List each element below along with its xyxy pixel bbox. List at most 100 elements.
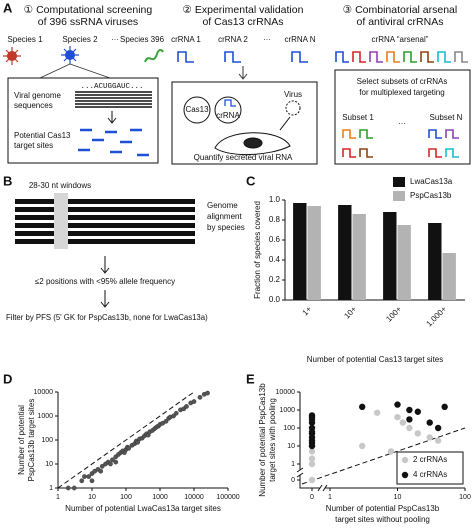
- subset-label: Subset 1: [342, 113, 374, 122]
- point: [414, 408, 422, 415]
- point: [205, 390, 210, 396]
- bar: [293, 203, 307, 300]
- x-axis-label: Number of potential PspCas13b: [326, 504, 440, 513]
- column-title: ① Computational screening: [24, 4, 153, 16]
- point: [89, 478, 95, 484]
- step-label: Filter by PFS (5' GK for PspCas13b, none…: [6, 313, 208, 322]
- species-label: Species 396: [120, 35, 165, 44]
- y-tick-label: 0.6: [269, 235, 281, 244]
- point: [308, 442, 316, 450]
- y-tick-label: 1.0: [269, 195, 281, 204]
- x-tick-label: 100: [120, 494, 132, 501]
- point: [163, 418, 169, 424]
- subset-label: ···: [398, 119, 406, 128]
- crrna-label: crRNA: [216, 111, 240, 120]
- quantify-label: Quantify secreted viral RNA: [194, 153, 293, 162]
- x-tick-label: 10000: [184, 494, 204, 501]
- point: [426, 419, 433, 426]
- diagonal: [57, 391, 195, 489]
- sequence: ...ACUGGAUC...: [80, 83, 143, 91]
- point: [394, 413, 401, 421]
- box: [171, 81, 318, 165]
- point: [79, 478, 85, 484]
- x-tick-label: 100: [459, 494, 471, 501]
- point: [387, 448, 395, 455]
- x-axis-label: target sites without pooling: [335, 515, 430, 524]
- y-axis-label: Number of potential PspCas13b: [258, 383, 267, 497]
- sites-label: Potential Cas13: [14, 131, 71, 140]
- point: [71, 485, 77, 491]
- point: [308, 460, 316, 468]
- column-title: of antiviral crRNAs: [357, 16, 444, 28]
- box: [7, 77, 159, 164]
- alignment-label: by species: [207, 223, 245, 232]
- species-label: Species 2: [62, 35, 98, 44]
- virus-label: Virus: [284, 90, 302, 99]
- point: [113, 459, 119, 465]
- x-tick-label: 0: [310, 494, 314, 501]
- point: [441, 403, 448, 411]
- point: [399, 419, 407, 426]
- point: [414, 430, 422, 437]
- y-tick-label: 0.2: [269, 275, 281, 284]
- point: [82, 474, 87, 479]
- box: [334, 69, 471, 165]
- x-tick-label: 10: [394, 494, 402, 501]
- sites-label: target sites: [14, 141, 53, 150]
- species-label: Species 1: [7, 35, 43, 44]
- select-label: for multiplexed targeting: [359, 88, 444, 97]
- y-tick-label: 0.4: [269, 255, 281, 264]
- x-tick-label: 100000: [216, 494, 239, 501]
- panel-label: B: [3, 173, 12, 188]
- x-tick-label: 1000: [152, 494, 168, 501]
- species-label: ···: [111, 35, 119, 44]
- point: [98, 468, 104, 474]
- crrna-label: crRNA 2: [218, 35, 248, 44]
- crrna-label: crRNA N: [284, 35, 315, 44]
- legend-box: [396, 451, 464, 485]
- point: [406, 424, 413, 432]
- point: [308, 419, 316, 426]
- legend-marker: [401, 471, 409, 479]
- point: [184, 404, 189, 409]
- legend-label: 4 crRNAs: [413, 470, 447, 479]
- point: [126, 445, 132, 451]
- column-title: ③ Combinatorial arsenal: [343, 4, 457, 16]
- bar: [397, 225, 411, 300]
- x-tick-label: 10: [88, 494, 96, 501]
- point: [173, 410, 179, 416]
- column-title: of Cas13 crRNAs: [202, 16, 283, 28]
- x-tick-label: 1,000+: [425, 304, 449, 328]
- point: [308, 448, 316, 455]
- y-tick-label: 0.0: [269, 295, 281, 304]
- panel-label: C: [246, 173, 256, 188]
- point: [426, 434, 433, 441]
- point: [86, 474, 92, 479]
- panel-label: A: [3, 0, 13, 15]
- y-tick-label: 100: [283, 425, 295, 432]
- point: [359, 442, 366, 450]
- alignment-label: Genome: [207, 201, 238, 210]
- point: [110, 457, 115, 463]
- bar: [338, 205, 352, 300]
- cas13-label: Cas13: [185, 105, 209, 114]
- panel-label: E: [246, 371, 255, 386]
- y-axis-label: Number of potential: [17, 405, 26, 475]
- crrna-label: ···: [263, 35, 271, 44]
- y-tick-label: 1000: [37, 413, 53, 420]
- y-axis-label: target sites with pooling: [268, 398, 277, 482]
- legend-label: 2 crRNAs: [413, 455, 447, 464]
- y-axis-label: Fraction of species covered: [253, 201, 262, 299]
- x-tick-label: 100+: [384, 304, 403, 323]
- cell-diagram: [183, 96, 301, 156]
- point: [308, 413, 316, 421]
- y-tick-label: 10: [45, 461, 53, 468]
- point: [434, 424, 442, 432]
- y-tick-label: 1000: [279, 407, 295, 414]
- x-axis-label: Number of potential LwaCas13a target sit…: [65, 504, 221, 513]
- point: [99, 463, 105, 469]
- column-title: of 396 ssRNA viruses: [38, 16, 138, 28]
- point: [197, 394, 203, 400]
- y-tick-label: 10000: [34, 389, 54, 396]
